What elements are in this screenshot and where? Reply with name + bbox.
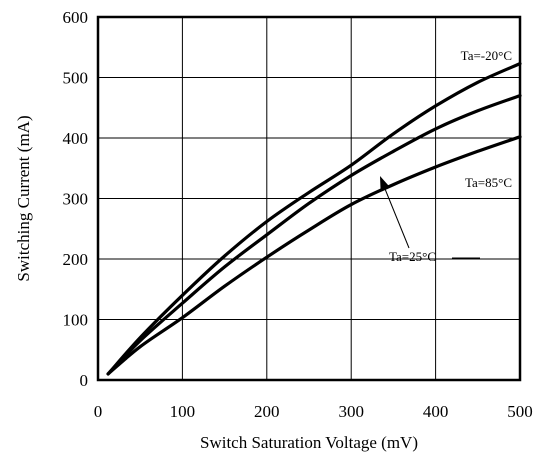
y-tick-label-200: 200: [63, 250, 89, 269]
annotation-ta-85: Ta=85°C: [465, 175, 512, 190]
y-tick-label-0: 0: [80, 371, 89, 390]
annotation-ta-25: Ta=25°C: [389, 249, 436, 264]
x-tick-label-0: 0: [94, 402, 103, 421]
y-tick-label-400: 400: [63, 129, 89, 148]
annotations: Ta=-20°C Ta=85°C Ta=25°C: [380, 48, 512, 264]
annotation-arrow-head: [380, 176, 390, 191]
x-tick-label-200: 200: [254, 402, 280, 421]
x-tick-label-400: 400: [423, 402, 449, 421]
series-line-2: [106, 135, 522, 376]
x-axis-title: Switch Saturation Voltage (mV): [200, 433, 418, 452]
x-tick-label-300: 300: [338, 402, 364, 421]
x-tick-label-500: 500: [507, 402, 533, 421]
series-line-0: [106, 62, 522, 376]
x-tick-label-100: 100: [170, 402, 196, 421]
y-axis-ticks: 0 100 200 300 400 500 600: [63, 8, 89, 390]
grid: [98, 17, 520, 380]
y-tick-label-600: 600: [63, 8, 89, 27]
x-axis-ticks: 0 100 200 300 400 500: [94, 402, 533, 421]
y-tick-label-100: 100: [63, 311, 89, 330]
annotation-arrow-line: [382, 183, 410, 249]
y-tick-label-500: 500: [63, 69, 89, 88]
plot-frame: [96, 15, 522, 382]
annotation-ta-minus20: Ta=-20°C: [461, 48, 512, 63]
series-lines: [106, 62, 522, 376]
y-tick-label-300: 300: [63, 190, 89, 209]
y-axis-title: Switching Current (mA): [14, 115, 33, 281]
series-line-1: [106, 94, 522, 376]
